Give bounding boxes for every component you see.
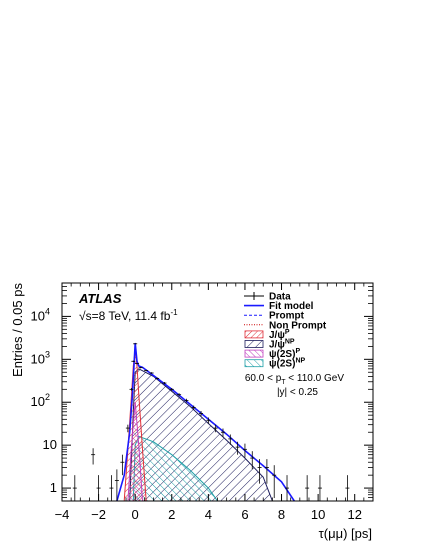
y-axis-label: Entries / 0.05 ps xyxy=(10,283,25,377)
svg-text:Fit model: Fit model xyxy=(269,301,314,312)
data-point xyxy=(242,443,247,458)
svg-text:J/ψP: J/ψP xyxy=(269,329,290,341)
data-point xyxy=(228,434,233,445)
data-point xyxy=(138,366,143,369)
data-point xyxy=(285,475,290,501)
x-tick-label: 10 xyxy=(311,507,325,522)
x-tick-label: 8 xyxy=(278,507,285,522)
data-point xyxy=(155,377,160,380)
legend-entry-fit: Fit model xyxy=(244,301,314,312)
data-point xyxy=(264,459,269,484)
svg-text:ψ(2S)NP: ψ(2S)NP xyxy=(269,358,305,370)
data-point xyxy=(120,454,125,476)
data-point xyxy=(133,343,138,345)
energy-luminosity-label: √s=8 TeV, 11.4 fb-1 xyxy=(79,308,178,323)
legend-entry-jpsi-np: J/ψNP xyxy=(244,339,295,351)
data-point xyxy=(109,475,114,501)
svg-text:Prompt: Prompt xyxy=(269,311,305,322)
y-tick-label: 103 xyxy=(31,349,50,366)
experiment-label: ATLAS xyxy=(78,291,122,306)
x-tick-label: −2 xyxy=(91,507,106,522)
data-point xyxy=(272,465,277,499)
y-tick-label: 1 xyxy=(50,480,57,495)
data-points xyxy=(72,343,350,501)
data-point xyxy=(191,405,196,410)
rapidity-cut-label: |y| < 0.25 xyxy=(277,387,318,398)
data-point xyxy=(199,411,204,417)
data-point xyxy=(149,372,154,374)
svg-text:Data: Data xyxy=(269,292,291,303)
fit-model-curve xyxy=(116,342,295,501)
legend-entry-nonprompt: Non Prompt xyxy=(244,320,327,331)
data-point xyxy=(162,381,167,385)
x-tick-label: 4 xyxy=(205,507,212,522)
data-point xyxy=(213,424,218,433)
y-tick-label: 102 xyxy=(31,392,50,409)
data-point xyxy=(220,428,225,437)
x-axis-label: τ(μμ) [ps] xyxy=(319,526,372,541)
data-point xyxy=(305,475,310,501)
legend-entry-data: Data xyxy=(244,292,291,303)
x-tick-label: 0 xyxy=(132,507,139,522)
data-point xyxy=(135,362,140,365)
data-point xyxy=(72,475,77,501)
y-tick-label: 10 xyxy=(43,437,57,452)
data-point xyxy=(131,360,136,362)
pt-cut-label: 60.0 < pT < 110.0 GeV xyxy=(245,373,345,386)
data-point xyxy=(250,451,255,470)
data-point xyxy=(235,441,240,455)
data-point xyxy=(317,475,322,501)
component-fills xyxy=(123,350,273,501)
x-axis: −4 −2 0 2 4 6 8 10 12 xyxy=(55,283,374,522)
data-point xyxy=(206,417,211,424)
data-point xyxy=(114,469,119,501)
x-tick-label: 6 xyxy=(241,507,248,522)
legend-entry-psi2s-np: ψ(2S)NP xyxy=(244,358,305,370)
legend-entry-prompt: Prompt xyxy=(244,311,305,322)
svg-text:J/ψNP: J/ψNP xyxy=(269,339,295,351)
data-point xyxy=(169,388,174,391)
data-point xyxy=(345,475,350,501)
x-tick-label: 12 xyxy=(347,507,361,522)
data-point xyxy=(177,393,182,397)
legend-entry-jpsi-p: J/ψP xyxy=(244,329,290,341)
y-tick-label: 104 xyxy=(31,306,50,323)
data-point xyxy=(144,369,149,372)
x-tick-label: 2 xyxy=(168,507,175,522)
svg-text:Non Prompt: Non Prompt xyxy=(269,320,327,331)
fit-curves xyxy=(116,342,295,501)
data-point xyxy=(184,398,189,403)
area-psi2s-p xyxy=(127,402,144,501)
data-point xyxy=(129,388,134,391)
data-point xyxy=(91,448,96,465)
legend-entry-psi2s-p: ψ(2S)P xyxy=(244,348,300,360)
data-point xyxy=(257,459,262,484)
data-point xyxy=(125,424,130,433)
svg-text:ψ(2S)P: ψ(2S)P xyxy=(269,348,300,360)
x-tick-label: −4 xyxy=(55,507,70,522)
